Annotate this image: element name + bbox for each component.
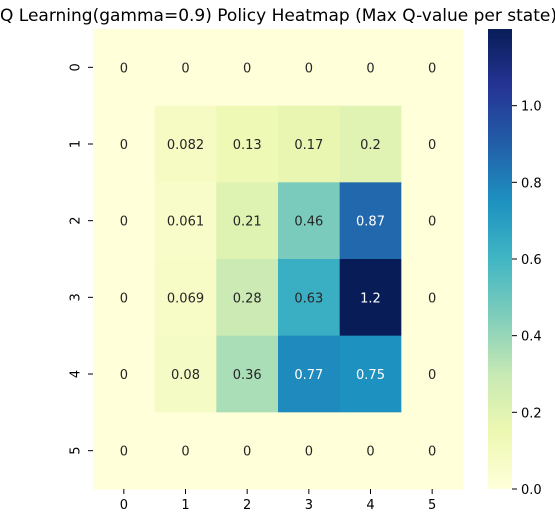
- chart-title: Q Learning(gamma=0.9) Policy Heatmap (Ma…: [0, 6, 555, 26]
- cell-label: 0.082: [167, 138, 204, 153]
- heatmap-cell: [401, 29, 464, 107]
- heatmap-cell: [278, 182, 341, 260]
- heatmap-cell: [401, 335, 464, 413]
- heatmap-cell: [339, 412, 402, 490]
- cell-label: 0: [120, 61, 128, 76]
- heatmap-cell: [339, 259, 402, 337]
- cell-label: 0.069: [167, 291, 204, 306]
- x-tick-label: 4: [366, 498, 374, 513]
- heatmap-cell: [93, 182, 156, 260]
- cell-label: 0: [181, 61, 189, 76]
- cell-label: 0: [428, 138, 436, 153]
- cell-label: 0: [243, 445, 251, 460]
- cell-label: 0.2: [360, 138, 381, 153]
- cell-label: 0: [120, 445, 128, 460]
- heatmap-cell: [401, 412, 464, 490]
- heatmap-cell: [278, 29, 341, 107]
- cell-label: 0.13: [233, 138, 262, 153]
- heatmap-cell: [154, 182, 217, 260]
- heatmap-cell: [401, 105, 464, 183]
- cell-label: 0: [428, 291, 436, 306]
- cell-label: 0.77: [294, 368, 323, 383]
- colorbar: [488, 29, 512, 489]
- heatmap-cell: [154, 259, 217, 337]
- colorbar-tick-label: 0.8: [521, 176, 542, 191]
- heatmap-cell: [278, 412, 341, 490]
- heatmap-cell: [154, 105, 217, 183]
- heatmap-cell: [278, 259, 341, 337]
- cell-label: 0.21: [233, 215, 262, 230]
- cell-label: 0.87: [356, 215, 385, 230]
- cell-label: 0: [366, 445, 374, 460]
- cell-label: 0: [120, 138, 128, 153]
- colorbar-tick-label: 0.2: [521, 406, 542, 421]
- cell-label: 0.75: [356, 368, 385, 383]
- cell-label: 0: [243, 61, 251, 76]
- heatmap-cell: [154, 412, 217, 490]
- colorbar-tick-label: 1.0: [521, 100, 542, 115]
- cell-label: 0: [305, 61, 313, 76]
- heatmap-cell: [93, 335, 156, 413]
- cell-label: 0.17: [294, 138, 323, 153]
- heatmap-cell: [216, 412, 279, 490]
- x-tick-label: 0: [120, 498, 128, 513]
- cell-label: 0: [120, 291, 128, 306]
- heatmap-cell: [278, 335, 341, 413]
- heatmap-cell: [154, 335, 217, 413]
- cell-label: 0: [305, 445, 313, 460]
- heatmap-cell: [93, 412, 156, 490]
- cell-label: 0.63: [294, 291, 323, 306]
- cell-label: 0: [428, 445, 436, 460]
- cell-label: 0: [428, 368, 436, 383]
- heatmap-cell: [93, 29, 156, 107]
- heatmap-cell: [154, 29, 217, 107]
- x-tick-label: 5: [428, 498, 436, 513]
- heatmap-cell: [401, 259, 464, 337]
- heatmap-cell: [216, 29, 279, 107]
- heatmap-cell: [216, 335, 279, 413]
- heatmap-cell: [339, 182, 402, 260]
- cell-label: 0: [181, 445, 189, 460]
- y-tick-label: 2: [69, 217, 84, 225]
- x-tick-label: 1: [181, 498, 189, 513]
- heatmap-cell: [93, 105, 156, 183]
- heatmap-cell: [216, 105, 279, 183]
- y-tick-label: 1: [69, 140, 84, 148]
- x-tick-label: 2: [243, 498, 251, 513]
- cell-label: 0: [120, 368, 128, 383]
- heatmap-cell: [216, 182, 279, 260]
- cell-label: 0: [428, 215, 436, 230]
- heatmap-cell: [339, 105, 402, 183]
- y-tick-label: 5: [69, 447, 84, 455]
- colorbar-tick-label: 0.6: [521, 253, 542, 268]
- y-tick-label: 4: [69, 370, 84, 378]
- cell-label: 0.08: [171, 368, 200, 383]
- y-tick-label: 0: [69, 63, 84, 71]
- heatmap-cell: [93, 259, 156, 337]
- cell-label: 0.28: [233, 291, 262, 306]
- cell-label: 1.2: [360, 291, 381, 306]
- cell-label: 0: [428, 61, 436, 76]
- colorbar-tick-label: 0.4: [521, 330, 542, 345]
- heatmap-cell: [216, 259, 279, 337]
- x-tick-label: 3: [305, 498, 313, 513]
- colorbar-tick-label: 0.0: [521, 483, 542, 498]
- cell-label: 0: [366, 61, 374, 76]
- cell-label: 0.46: [294, 215, 323, 230]
- heatmap-cell: [339, 29, 402, 107]
- cell-label: 0.061: [167, 215, 204, 230]
- y-tick-label: 3: [69, 293, 84, 301]
- cell-label: 0.36: [233, 368, 262, 383]
- cell-label: 0: [120, 215, 128, 230]
- heatmap-cell: [401, 182, 464, 260]
- heatmap-cell: [278, 105, 341, 183]
- heatmap-cell: [339, 335, 402, 413]
